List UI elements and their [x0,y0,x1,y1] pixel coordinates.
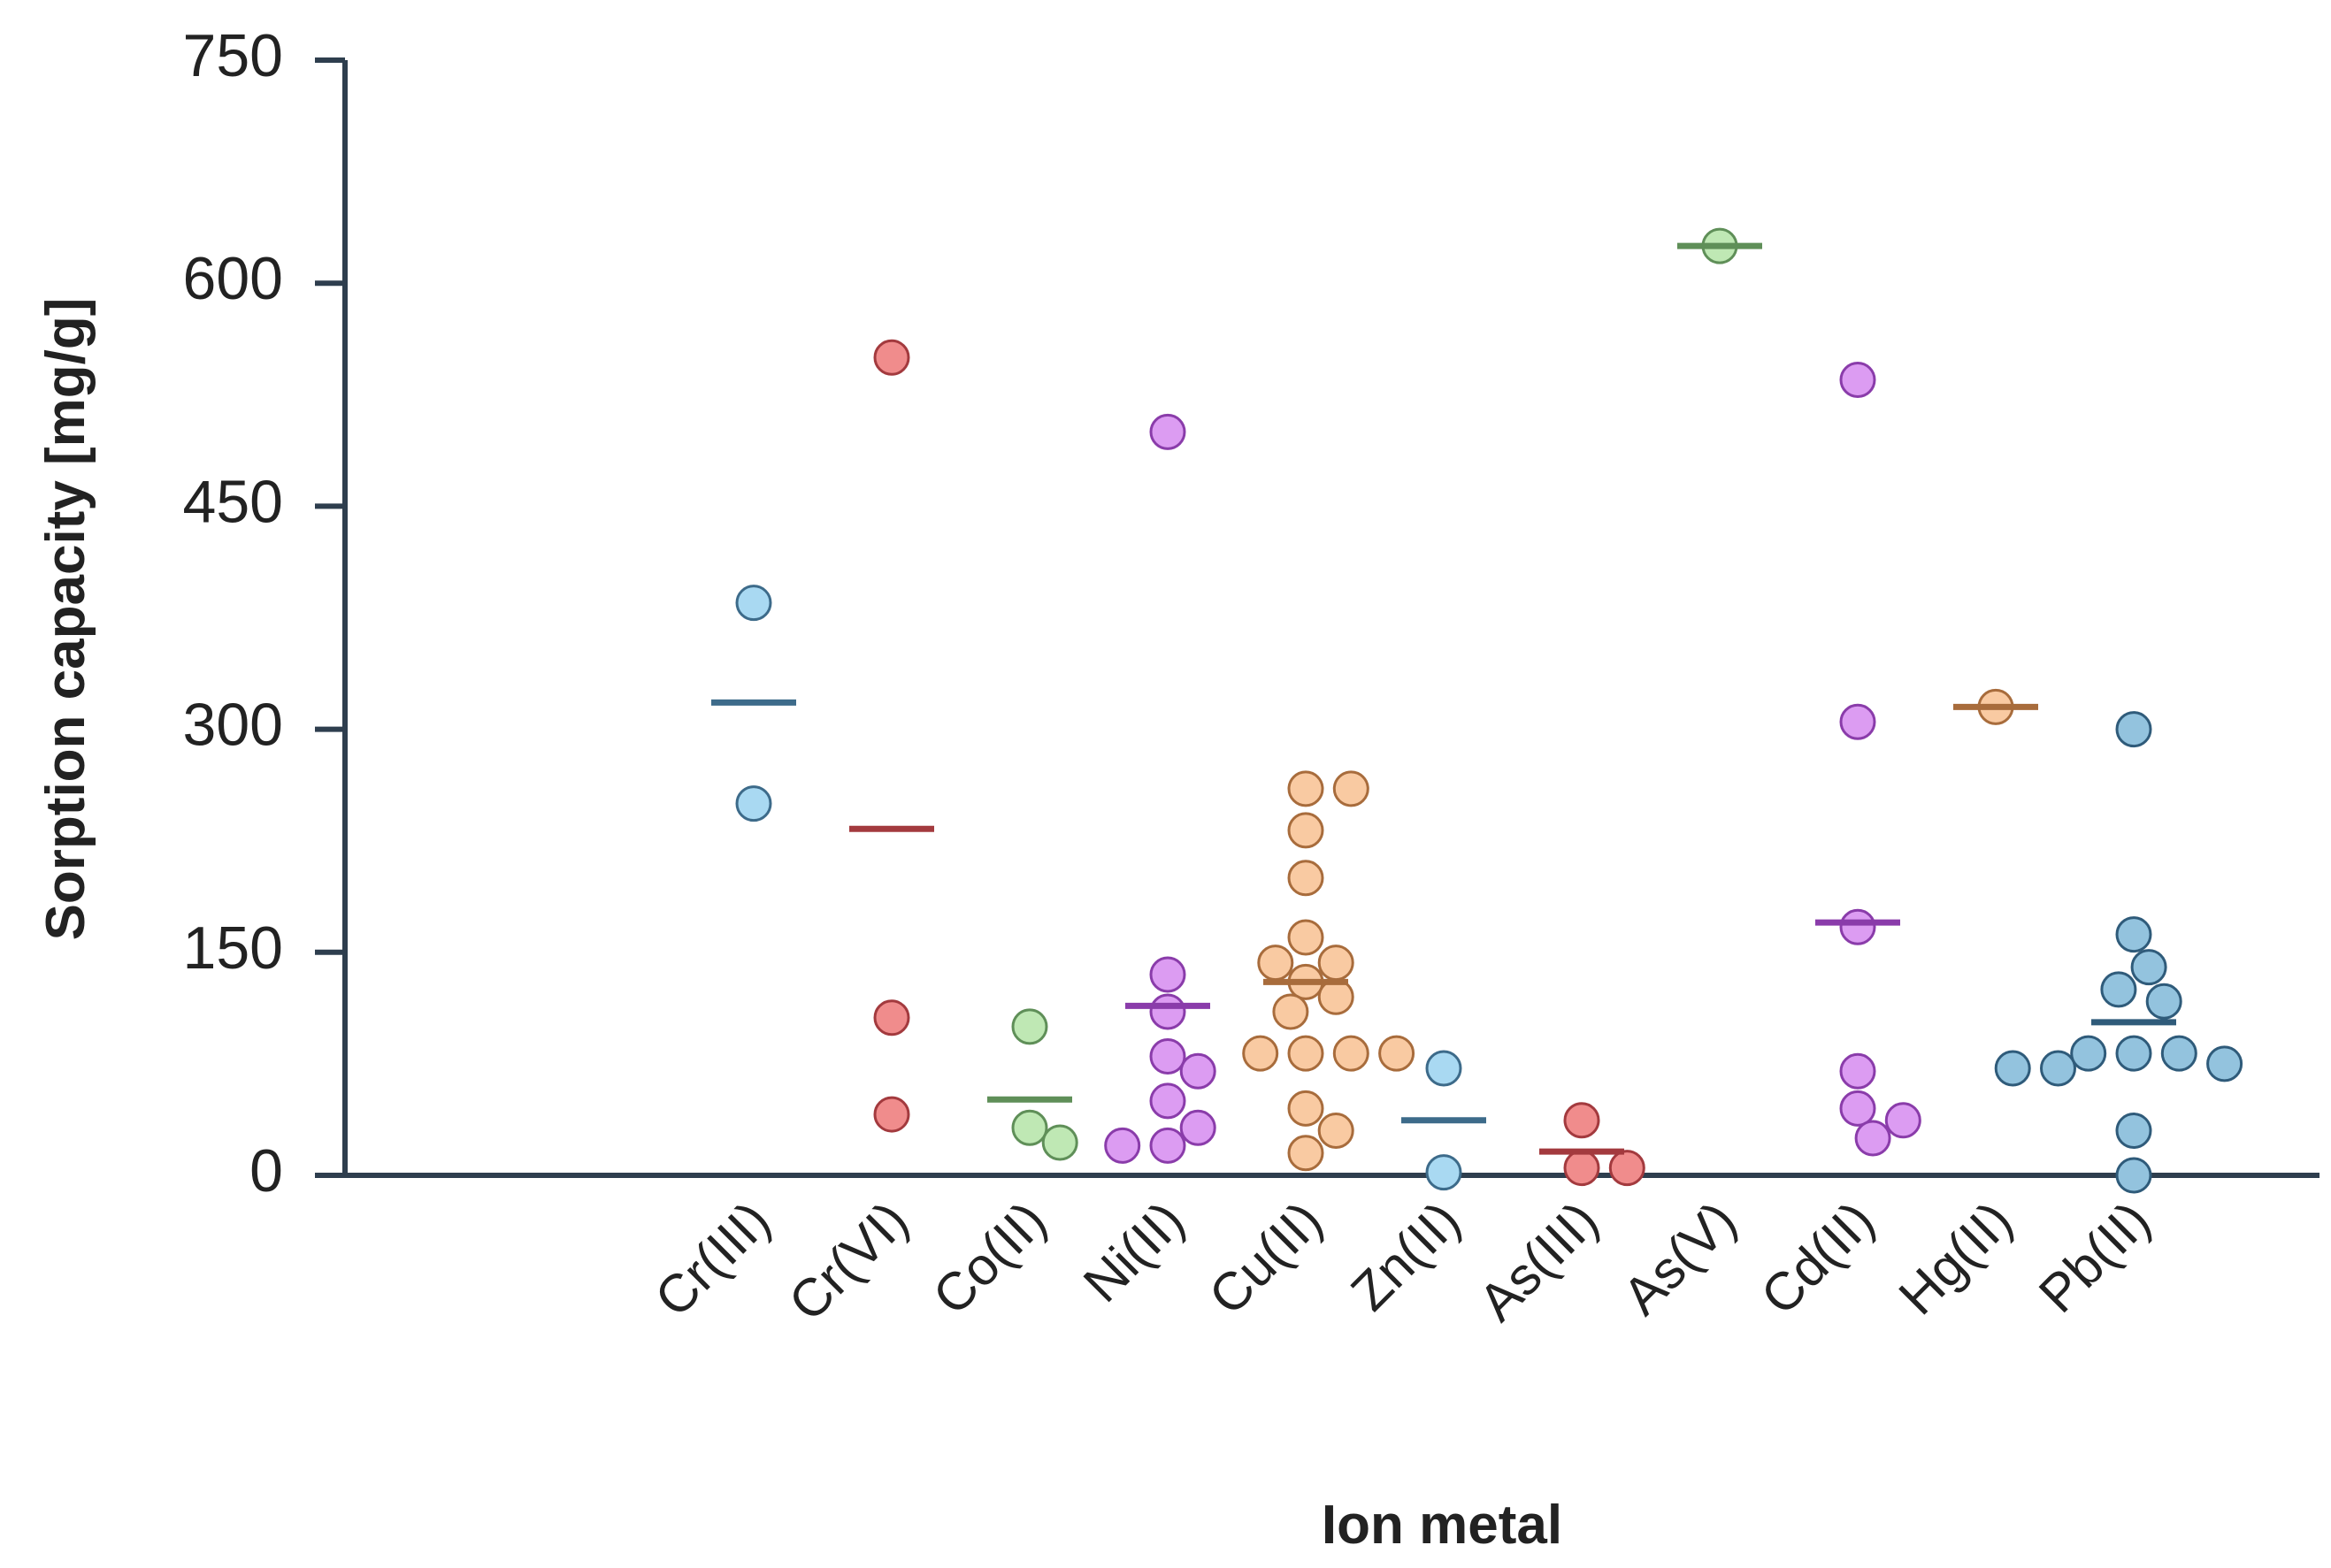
data-point [1287,860,1324,897]
data-point [2070,1035,2107,1072]
x-tick-label: As(V) [1612,1190,1747,1326]
data-point [2130,949,2167,986]
data-point [1149,1037,1186,1075]
data-point [1041,1124,1078,1161]
y-tick-label: 450 [183,468,283,535]
data-point [2160,1035,2197,1072]
data-point [1149,956,1186,993]
data-point [2115,711,2152,748]
data-point [1287,770,1324,807]
data-point [735,585,772,622]
x-tick-label: Cr(VI) [778,1190,919,1332]
data-point [1839,703,1876,740]
data-point [1149,1082,1186,1120]
x-tick-label: Cu(II) [1198,1190,1333,1326]
data-point [2115,916,2152,953]
data-point [1287,812,1324,849]
data-point [1884,1102,1921,1139]
data-point [1242,1035,1279,1072]
data-point [1317,978,1354,1015]
data-point [1287,1135,1324,1172]
y-axis-title: Sorption capacity [mg/g] [35,298,96,941]
data-point [1287,1035,1324,1072]
data-point [1149,413,1186,450]
y-tick-label: 300 [183,692,283,759]
data-point [735,785,772,822]
data-point [1563,1102,1600,1139]
data-point [1608,1150,1645,1187]
data-point [873,339,910,376]
data-point [2115,1157,2152,1194]
data-point [1839,908,1876,945]
x-tick-label: Ni(II) [1072,1190,1195,1313]
data-point [873,999,910,1036]
data-point [2100,971,2137,1008]
data-point [1149,993,1186,1030]
data-point [873,1096,910,1133]
data-point [2145,983,2182,1020]
y-tick-label: 600 [183,245,283,312]
data-point [1257,945,1294,982]
x-tick-label: Zn(II) [1339,1190,1471,1322]
data-point [1011,1008,1048,1045]
y-tick-label: 750 [183,22,283,89]
data-point [1179,1109,1216,1146]
data-point [1287,1090,1324,1127]
data-point [1839,1090,1876,1127]
x-tick-label: As(III) [1468,1190,1610,1333]
data-point [1179,1052,1216,1090]
data-point [1563,1150,1600,1187]
data-point [1287,919,1324,956]
data-point [1378,1035,1415,1072]
data-point [2206,1045,2243,1082]
data-point [1011,1109,1048,1146]
data-point [1994,1050,2031,1087]
data-point [1332,770,1369,807]
data-point [1317,1113,1354,1150]
x-tick-label: Hg(II) [1888,1190,2023,1326]
data-point [1425,1154,1462,1191]
data-point [1425,1050,1462,1087]
data-point [1317,945,1354,982]
data-point [1272,993,1309,1030]
data-point [1839,361,1876,398]
x-tick-label: Cr(III) [643,1190,781,1328]
data-point [2115,1113,2152,1150]
data-point [1104,1127,1141,1164]
x-tick-label: Co(II) [922,1190,1057,1326]
data-point [2115,1035,2152,1072]
x-axis-title: Ion metal [1322,1495,1562,1556]
data-point [1854,1120,1891,1157]
data-point [1839,1052,1876,1090]
x-tick-label: Pb(II) [2028,1190,2161,1324]
data-point [2040,1050,2076,1087]
data-point [1332,1035,1369,1072]
y-tick-label: 0 [249,1137,283,1205]
data-point [1149,1127,1186,1164]
y-tick-label: 150 [183,914,283,982]
x-tick-label: Cd(II) [1750,1190,1885,1326]
